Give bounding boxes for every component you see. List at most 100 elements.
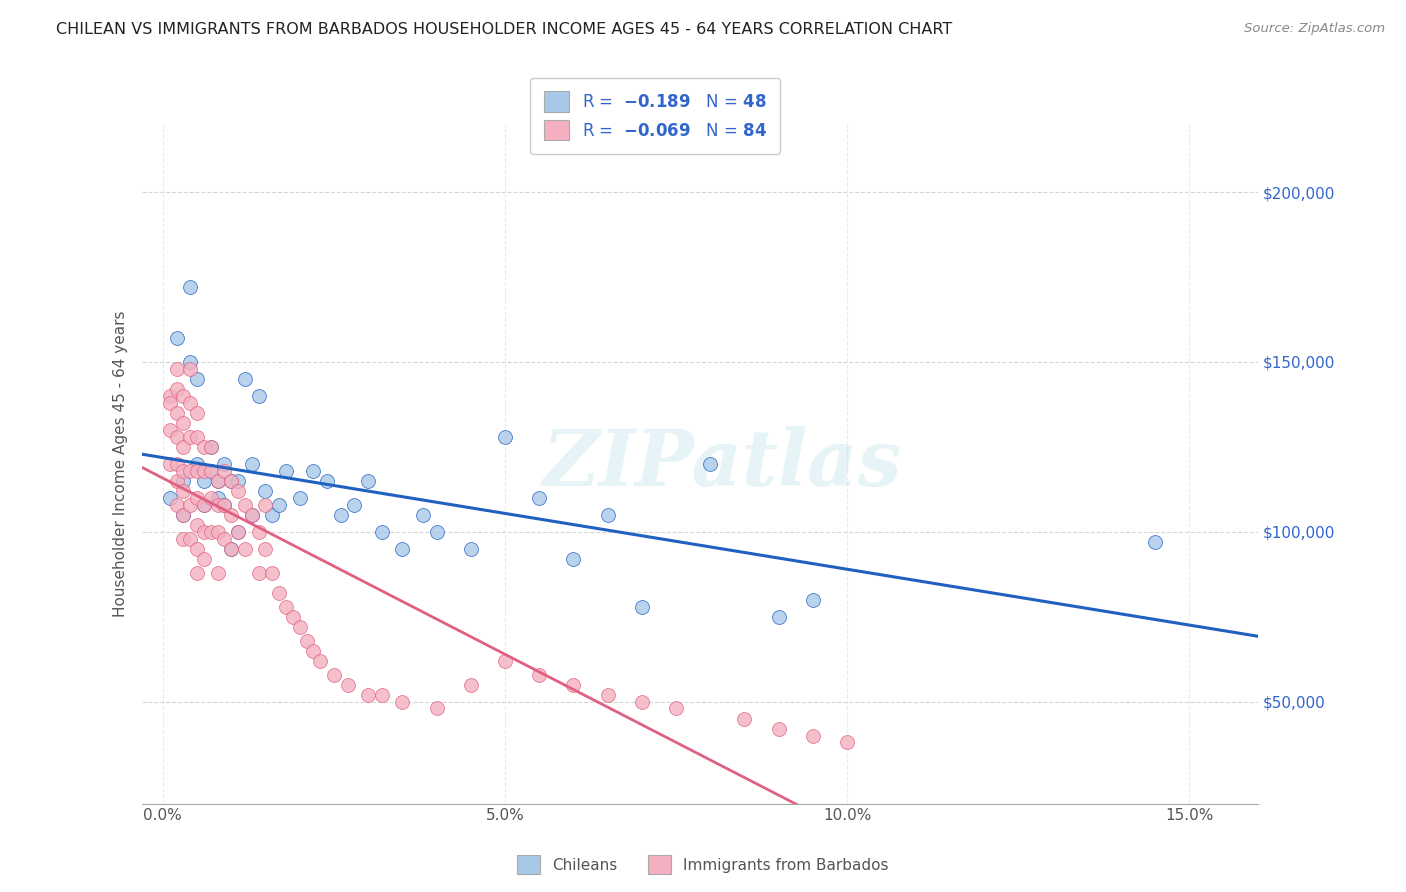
Point — [219, 508, 242, 522]
Point — [200, 491, 222, 505]
Point — [200, 464, 222, 478]
Point — [214, 457, 236, 471]
Point — [159, 423, 181, 437]
Point — [269, 498, 291, 512]
Text: ZIPatlas: ZIPatlas — [543, 425, 901, 502]
Point — [200, 440, 222, 454]
Point — [665, 701, 688, 715]
Point — [835, 735, 858, 749]
Point — [200, 464, 222, 478]
Y-axis label: Householder Income Ages 45 - 64 years: Householder Income Ages 45 - 64 years — [114, 310, 128, 617]
Point — [207, 474, 229, 488]
Point — [254, 541, 277, 556]
Point — [172, 389, 194, 403]
Point — [269, 586, 291, 600]
Point — [172, 440, 194, 454]
Point — [425, 701, 447, 715]
Point — [226, 474, 249, 488]
Point — [1143, 535, 1166, 549]
Point — [247, 566, 270, 580]
Point — [391, 541, 413, 556]
Point — [233, 372, 256, 386]
Point — [630, 599, 652, 614]
Point — [460, 678, 482, 692]
Point — [562, 552, 585, 566]
Point — [733, 712, 755, 726]
Point — [316, 474, 339, 488]
Point — [166, 331, 188, 345]
Point — [193, 498, 215, 512]
Point — [172, 416, 194, 430]
Point — [226, 483, 249, 498]
Point — [562, 678, 585, 692]
Point — [186, 406, 208, 420]
Point — [159, 491, 181, 505]
Point — [226, 524, 249, 539]
Point — [179, 532, 201, 546]
Legend: Chileans, Immigrants from Barbados: Chileans, Immigrants from Barbados — [512, 849, 894, 880]
Point — [207, 498, 229, 512]
Point — [214, 464, 236, 478]
Point — [166, 474, 188, 488]
Point — [630, 695, 652, 709]
Point — [200, 440, 222, 454]
Point — [172, 464, 194, 478]
Point — [309, 654, 332, 668]
Point — [801, 729, 824, 743]
Point — [186, 491, 208, 505]
Point — [357, 688, 380, 702]
Point — [207, 491, 229, 505]
Point — [357, 474, 380, 488]
Point — [219, 474, 242, 488]
Point — [200, 524, 222, 539]
Point — [166, 382, 188, 396]
Point — [302, 644, 325, 658]
Point — [219, 541, 242, 556]
Point — [193, 524, 215, 539]
Point — [166, 457, 188, 471]
Point — [186, 566, 208, 580]
Point — [186, 457, 208, 471]
Point — [240, 508, 263, 522]
Point — [207, 566, 229, 580]
Point — [179, 361, 201, 376]
Point — [207, 524, 229, 539]
Point — [159, 389, 181, 403]
Point — [288, 620, 311, 634]
Point — [179, 498, 201, 512]
Point — [768, 722, 790, 736]
Point — [343, 498, 366, 512]
Point — [596, 508, 619, 522]
Point — [262, 508, 284, 522]
Point — [295, 633, 318, 648]
Point — [186, 464, 208, 478]
Point — [179, 430, 201, 444]
Point — [219, 474, 242, 488]
Point — [214, 532, 236, 546]
Point — [527, 667, 550, 681]
Point — [166, 498, 188, 512]
Point — [288, 491, 311, 505]
Point — [214, 498, 236, 512]
Point — [159, 457, 181, 471]
Point — [425, 524, 447, 539]
Point — [172, 508, 194, 522]
Point — [193, 498, 215, 512]
Point — [596, 688, 619, 702]
Point — [240, 457, 263, 471]
Point — [247, 389, 270, 403]
Point — [179, 464, 201, 478]
Legend: R =  $\mathbf{-0.189}$   N = $\mathbf{48}$, R =  $\mathbf{-0.069}$   N = $\mathb: R = $\mathbf{-0.189}$ N = $\mathbf{48}$,… — [530, 78, 780, 153]
Point — [207, 474, 229, 488]
Point — [391, 695, 413, 709]
Point — [193, 440, 215, 454]
Point — [186, 541, 208, 556]
Point — [219, 541, 242, 556]
Point — [254, 498, 277, 512]
Point — [186, 372, 208, 386]
Point — [801, 592, 824, 607]
Point — [494, 430, 516, 444]
Point — [166, 430, 188, 444]
Point — [262, 566, 284, 580]
Point — [247, 524, 270, 539]
